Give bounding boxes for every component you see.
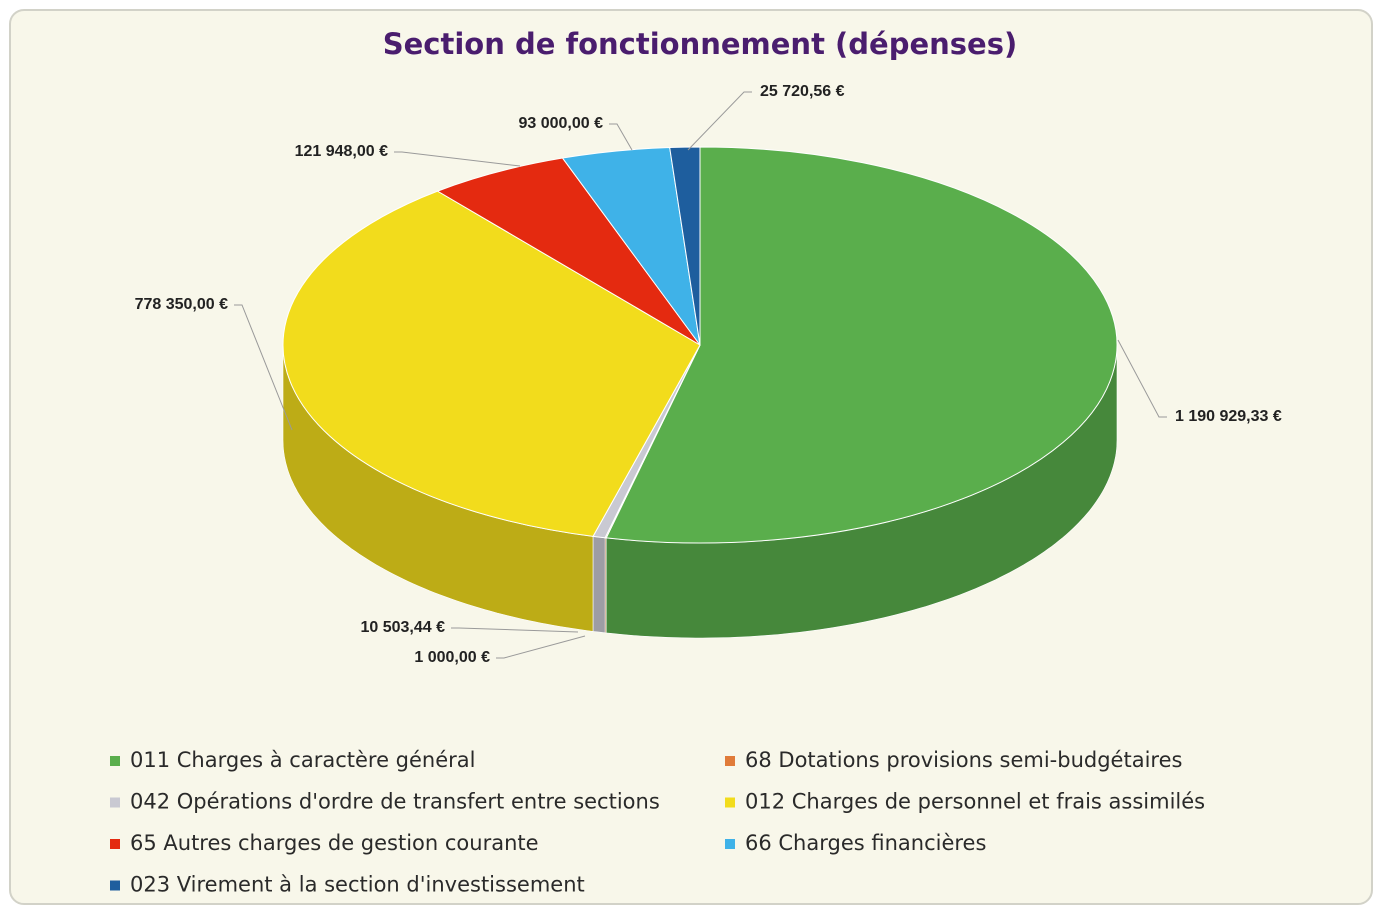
chart-title: Section de fonctionnement (dépenses) xyxy=(383,27,1018,61)
data-label: 25 720,56 € xyxy=(760,83,845,100)
leader-line xyxy=(234,304,293,431)
leader-line xyxy=(1117,339,1167,418)
legend-swatch xyxy=(110,797,120,808)
pie-tops xyxy=(282,146,1118,544)
data-labels: 1 190 929,33 € 1 000,00 € 10 503,44 € 778 3… xyxy=(135,83,1282,666)
legend: 011 Charges à caractère général 68 Dotati… xyxy=(110,748,1205,897)
legend-label: 011 Charges à caractère général xyxy=(130,748,475,772)
data-label: 1 000,00 € xyxy=(414,649,490,666)
pie-sides xyxy=(282,344,1118,639)
legend-swatch xyxy=(725,756,735,766)
legend-swatch xyxy=(110,880,120,891)
pie-slice xyxy=(605,146,1118,544)
legend-label: 023 Virement à la section d'investisseme… xyxy=(130,873,585,897)
legend-label: 66 Charges financières xyxy=(745,831,986,855)
pie-slice xyxy=(282,190,701,537)
leader-line xyxy=(394,151,521,167)
pie-side xyxy=(592,536,606,634)
data-label: 10 503,44 € xyxy=(360,619,445,636)
leader-line xyxy=(451,627,579,633)
legend-label: 68 Dotations provisions semi-budgétaires xyxy=(745,748,1182,772)
data-label: 93 000,00 € xyxy=(518,115,603,132)
leader-line xyxy=(687,91,752,151)
legend-label: 042 Opérations d'ordre de transfert entr… xyxy=(130,790,660,814)
legend-label: 012 Charges de personnel et frais assimi… xyxy=(745,790,1205,814)
data-label: 121 948,00 € xyxy=(295,143,389,160)
data-label: 1 190 929,33 € xyxy=(1175,408,1282,425)
legend-label: 65 Autres charges de gestion courante xyxy=(130,831,539,855)
data-label: 778 350,00 € xyxy=(135,296,229,313)
legend-swatch xyxy=(725,797,735,808)
pie-slice xyxy=(436,157,701,346)
legend-swatch xyxy=(110,756,120,766)
legend-swatch xyxy=(725,839,735,849)
pie-slice xyxy=(669,146,701,346)
leader-line xyxy=(609,123,633,151)
legend-swatch xyxy=(110,839,120,849)
leader-line xyxy=(496,635,586,659)
